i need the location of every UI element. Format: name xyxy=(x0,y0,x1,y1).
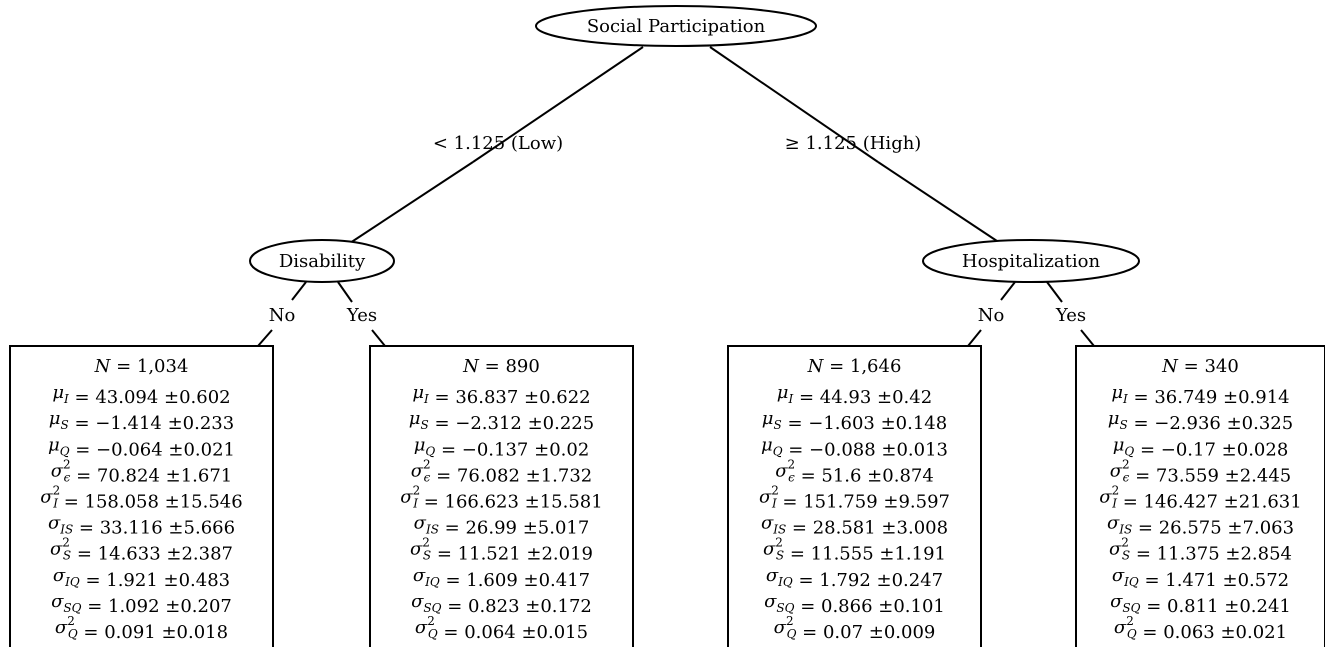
root-node: Social Participation xyxy=(535,5,817,47)
edge-label-hosp-no: No xyxy=(978,305,1005,326)
leaf-box-1 xyxy=(9,345,274,647)
leaf-4-mu-Q: μQ = −0.17 ±0.028 xyxy=(1113,434,1289,460)
edge-hosp-yes-lower xyxy=(1080,329,1095,347)
leaf-3-sigma-IS: σIS = 28.581 ±3.008 xyxy=(761,513,948,539)
root-oval xyxy=(535,5,817,47)
hospitalization-oval xyxy=(922,239,1140,283)
leaf-4-sigma2-I: σ2 I = 146.427 ±21.631 xyxy=(1099,484,1301,513)
leaf-4-sigma-IQ: σIQ = 1.471 ±0.572 xyxy=(1112,565,1289,591)
leaf-4-N: N = 340 xyxy=(1161,356,1239,377)
leaf-4-mu-S: μS = −2.936 ±0.325 xyxy=(1108,408,1293,434)
branch-label-right: ≥ 1.125 (High) xyxy=(785,133,922,154)
leaf-2-sigma-IQ: σIQ = 1.609 ±0.417 xyxy=(413,565,590,591)
leaf-3-sigma2-I: σ2 I = 151.759 ±9.597 xyxy=(759,484,950,513)
leaf-box-2 xyxy=(369,345,634,647)
leaf-3-sigma2-eps: σ2 ϵ = 51.6 ±0.874 xyxy=(775,457,934,486)
branch-label-left: < 1.125 (Low) xyxy=(433,133,563,154)
leaf-1-mu-S: μS = −1.414 ±0.233 xyxy=(49,408,234,434)
disability-node: Disability xyxy=(249,239,395,283)
leaf-1-sigma2-I: σ2 I = 158.058 ±15.546 xyxy=(40,484,242,513)
leaf-1-sigma-IS: σIS = 33.116 ±5.666 xyxy=(48,513,235,539)
leaf-3-N: N = 1,646 xyxy=(807,356,902,377)
leaf-4-sigma-IS: σIS = 26.575 ±7.063 xyxy=(1107,513,1294,539)
leaf-1-mu-I: μI = 43.094 ±0.602 xyxy=(52,382,230,408)
leaf-1-sigma-IQ: σIQ = 1.921 ±0.483 xyxy=(53,565,230,591)
hospitalization-node: Hospitalization xyxy=(922,239,1140,283)
leaf-2-sigma2-eps: σ2 ϵ = 76.082 ±1.732 xyxy=(411,457,593,486)
edge-disability-no-lower xyxy=(257,329,273,347)
leaf-3-mu-I: μI = 44.93 ±0.42 xyxy=(777,382,932,408)
leaf-3-sigma-IQ: σIQ = 1.792 ±0.247 xyxy=(766,565,943,591)
edge-label-disability-yes: Yes xyxy=(346,305,377,326)
edge-label-hosp-yes: Yes xyxy=(1055,305,1086,326)
edge-root-right-upper xyxy=(709,46,879,163)
leaf-2-sigma2-I: σ2 I = 166.623 ±15.581 xyxy=(400,484,602,513)
leaf-4-sigma2-S: σ2 S = 11.375 ±2.854 xyxy=(1109,536,1292,565)
disability-label: Disability xyxy=(279,251,366,272)
leaf-2-mu-S: μS = −2.312 ±0.225 xyxy=(409,408,594,434)
edge-label-disability-no: No xyxy=(269,305,296,326)
edge-disability-yes-upper xyxy=(337,281,353,303)
leaf-3-mu-Q: μQ = −0.088 ±0.013 xyxy=(761,434,948,460)
edge-root-right-lower xyxy=(877,161,1001,244)
leaf-4-sigma-SQ: σSQ = 0.811 ±0.241 xyxy=(1110,591,1291,617)
leaf-1-N: N = 1,034 xyxy=(94,356,189,377)
leaf-1-sigma2-Q: σ2 Q = 0.091 ±0.018 xyxy=(55,614,228,643)
edge-disability-no-upper xyxy=(291,281,307,301)
leaf-box-4 xyxy=(1075,345,1325,647)
edge-hosp-yes-upper xyxy=(1046,281,1063,303)
edge-root-left-lower xyxy=(349,161,474,244)
leaf-2-sigma-IS: σIS = 26.99 ±5.017 xyxy=(414,513,590,539)
edge-hosp-no-lower xyxy=(967,329,982,347)
edge-root-left-upper xyxy=(472,46,644,163)
leaf-2-mu-I: μI = 36.837 ±0.622 xyxy=(412,382,590,408)
leaf-1-mu-Q: μQ = −0.064 ±0.021 xyxy=(48,434,235,460)
leaf-2-mu-Q: μQ = −0.137 ±0.02 xyxy=(414,434,590,460)
leaf-2-sigma-SQ: σSQ = 0.823 ±0.172 xyxy=(411,591,592,617)
leaf-3-sigma2-Q: σ2 Q = 0.07 ±0.009 xyxy=(774,614,936,643)
leaf-4-mu-I: μI = 36.749 ±0.914 xyxy=(1111,382,1289,408)
leaf-1-sigma2-S: σ2 S = 14.633 ±2.387 xyxy=(50,536,233,565)
leaf-2-sigma2-Q: σ2 Q = 0.064 ±0.015 xyxy=(415,614,588,643)
leaf-box-3 xyxy=(727,345,982,647)
edge-disability-yes-lower xyxy=(371,329,386,347)
leaf-3-sigma-SQ: σSQ = 0.866 ±0.101 xyxy=(764,591,945,617)
edge-hosp-no-upper xyxy=(1000,281,1016,301)
disability-oval xyxy=(249,239,395,283)
leaf-2-sigma2-S: σ2 S = 11.521 ±2.019 xyxy=(410,536,593,565)
leaf-1-sigma2-eps: σ2 ϵ = 70.824 ±1.671 xyxy=(51,457,233,486)
leaf-1-sigma-SQ: σSQ = 1.092 ±0.207 xyxy=(51,591,232,617)
leaf-4-sigma2-eps: σ2 ϵ = 73.559 ±2.445 xyxy=(1110,457,1292,486)
leaf-4-sigma2-Q: σ2 Q = 0.063 ±0.021 xyxy=(1114,614,1287,643)
leaf-3-mu-S: μS = −1.603 ±0.148 xyxy=(762,408,947,434)
hospitalization-label: Hospitalization xyxy=(962,251,1101,272)
leaf-2-N: N = 890 xyxy=(462,356,540,377)
leaf-3-sigma2-S: σ2 S = 11.555 ±1.191 xyxy=(763,536,946,565)
root-label: Social Participation xyxy=(587,16,766,37)
